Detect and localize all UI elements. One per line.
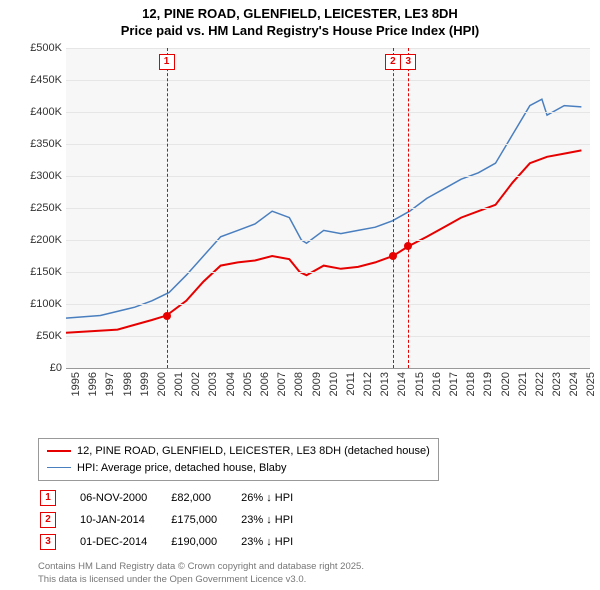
event-vline (408, 48, 409, 368)
x-tick-label: 2024 (568, 372, 580, 396)
event-price: £175,000 (171, 510, 239, 530)
event-dot (404, 242, 412, 250)
gridline (66, 144, 590, 145)
table-row: 1 06-NOV-2000£82,00026% ↓ HPI (40, 488, 315, 508)
chart-container: 12, PINE ROAD, GLENFIELD, LEICESTER, LE3… (0, 0, 600, 590)
x-tick-label: 2017 (448, 372, 460, 396)
gridline (66, 336, 590, 337)
x-tick-label: 2022 (534, 372, 546, 396)
x-tick-label: 1997 (104, 372, 116, 396)
x-tick-label: 2007 (276, 372, 288, 396)
y-tick-label: £50K (22, 330, 62, 342)
gridline (66, 112, 590, 113)
event-marker: 3 (400, 54, 416, 70)
y-tick-label: £0 (22, 362, 62, 374)
event-date: 06-NOV-2000 (80, 488, 169, 508)
table-row: 2 10-JAN-2014£175,00023% ↓ HPI (40, 510, 315, 530)
x-tick-label: 1995 (70, 372, 82, 396)
event-index-box: 3 (40, 534, 56, 550)
x-tick-label: 2009 (311, 372, 323, 396)
x-tick-label: 2014 (396, 372, 408, 396)
event-dot (163, 312, 171, 320)
event-vline (167, 48, 168, 368)
x-tick-label: 1996 (87, 372, 99, 396)
legend-row: HPI: Average price, detached house, Blab… (47, 460, 430, 477)
event-marker: 2 (385, 54, 401, 70)
y-tick-label: £100K (22, 298, 62, 310)
y-tick-label: £400K (22, 106, 62, 118)
chart-area: 123 £0£50K£100K£150K£200K£250K£300K£350K… (30, 48, 590, 408)
y-tick-label: £500K (22, 42, 62, 54)
x-tick-label: 2000 (156, 372, 168, 396)
x-tick-label: 2020 (500, 372, 512, 396)
gridline (66, 80, 590, 81)
footer-attribution: Contains HM Land Registry data © Crown c… (38, 561, 364, 586)
y-tick-label: £300K (22, 170, 62, 182)
footer-line-2: This data is licensed under the Open Gov… (38, 574, 364, 586)
footer-line-1: Contains HM Land Registry data © Crown c… (38, 561, 364, 573)
events-table: 1 06-NOV-2000£82,00026% ↓ HPI 2 10-JAN-2014… (38, 486, 317, 554)
event-index-box: 1 (40, 490, 56, 506)
event-index-box: 2 (40, 512, 56, 528)
event-date: 01-DEC-2014 (80, 532, 169, 552)
legend-swatch (47, 450, 71, 452)
y-tick-label: £200K (22, 234, 62, 246)
y-tick-label: £250K (22, 202, 62, 214)
title-line-1: 12, PINE ROAD, GLENFIELD, LEICESTER, LE3… (0, 6, 600, 23)
gridline (66, 304, 590, 305)
x-tick-label: 2019 (482, 372, 494, 396)
x-tick-label: 2008 (293, 372, 305, 396)
event-vline (393, 48, 394, 368)
x-tick-label: 2015 (414, 372, 426, 396)
x-tick-label: 1998 (122, 372, 134, 396)
event-delta: 23% ↓ HPI (241, 532, 315, 552)
legend-label: 12, PINE ROAD, GLENFIELD, LEICESTER, LE3… (77, 443, 430, 460)
y-tick-label: £150K (22, 266, 62, 278)
event-price: £82,000 (171, 488, 239, 508)
gridline (66, 208, 590, 209)
y-tick-label: £350K (22, 138, 62, 150)
x-tick-label: 2025 (585, 372, 597, 396)
x-tick-label: 2021 (517, 372, 529, 396)
x-tick-label: 2002 (190, 372, 202, 396)
event-marker: 1 (159, 54, 175, 70)
x-tick-label: 2006 (259, 372, 271, 396)
event-dot (389, 252, 397, 260)
event-delta: 23% ↓ HPI (241, 510, 315, 530)
x-tick-label: 1999 (139, 372, 151, 396)
x-tick-label: 2016 (431, 372, 443, 396)
legend-row: 12, PINE ROAD, GLENFIELD, LEICESTER, LE3… (47, 443, 430, 460)
x-tick-label: 2023 (551, 372, 563, 396)
title-line-2: Price paid vs. HM Land Registry's House … (0, 23, 600, 40)
x-tick-label: 2001 (173, 372, 185, 396)
x-tick-label: 2010 (328, 372, 340, 396)
y-tick-label: £450K (22, 74, 62, 86)
gridline (66, 176, 590, 177)
x-tick-label: 2004 (225, 372, 237, 396)
x-tick-label: 2005 (242, 372, 254, 396)
gridline (66, 272, 590, 273)
x-tick-label: 2011 (345, 372, 357, 396)
legend-swatch (47, 467, 71, 468)
legend: 12, PINE ROAD, GLENFIELD, LEICESTER, LE3… (38, 438, 439, 481)
legend-label: HPI: Average price, detached house, Blab… (77, 460, 287, 477)
x-tick-label: 2018 (465, 372, 477, 396)
table-row: 3 01-DEC-2014£190,00023% ↓ HPI (40, 532, 315, 552)
plot-region: 1 23 (66, 48, 590, 369)
event-date: 10-JAN-2014 (80, 510, 169, 530)
chart-title: 12, PINE ROAD, GLENFIELD, LEICESTER, LE3… (0, 0, 600, 40)
event-price: £190,000 (171, 532, 239, 552)
event-delta: 26% ↓ HPI (241, 488, 315, 508)
x-tick-label: 2003 (207, 372, 219, 396)
x-tick-label: 2013 (379, 372, 391, 396)
gridline (66, 48, 590, 49)
gridline (66, 240, 590, 241)
x-tick-label: 2012 (362, 372, 374, 396)
series-price_paid (66, 150, 581, 332)
